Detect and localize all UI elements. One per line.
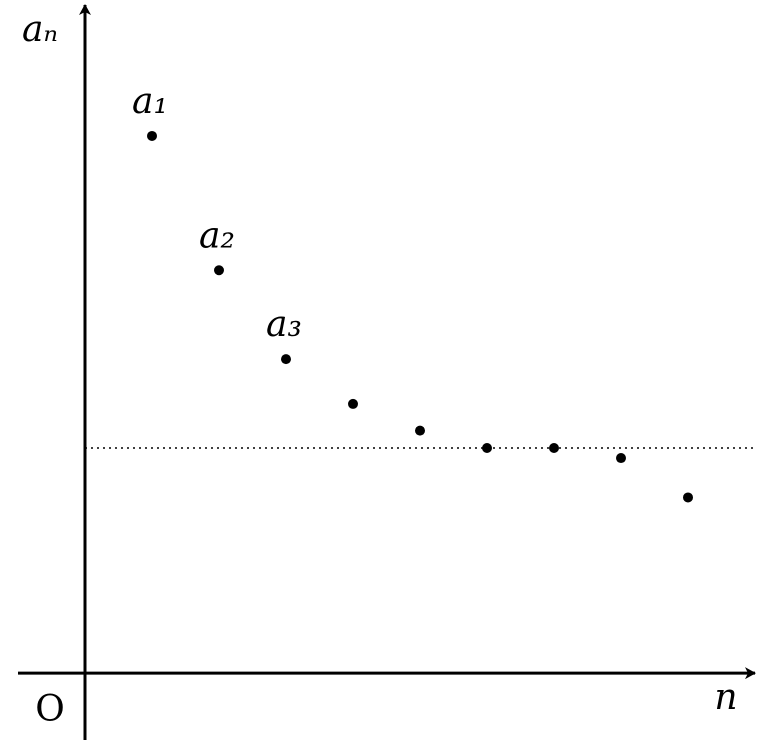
y-axis-label: aₙ [22,9,58,50]
point-label: a₁ [132,81,168,122]
point-label: a₂ [199,215,235,256]
point [214,265,224,276]
point [348,398,358,409]
point [683,492,693,503]
point [147,130,157,141]
point [616,453,626,464]
origin-label: O [35,689,65,730]
point [549,443,559,454]
point-label: a₃ [266,304,302,345]
point [415,425,425,436]
point [281,354,291,365]
x-axis-label: n [714,677,737,718]
point [482,443,492,454]
